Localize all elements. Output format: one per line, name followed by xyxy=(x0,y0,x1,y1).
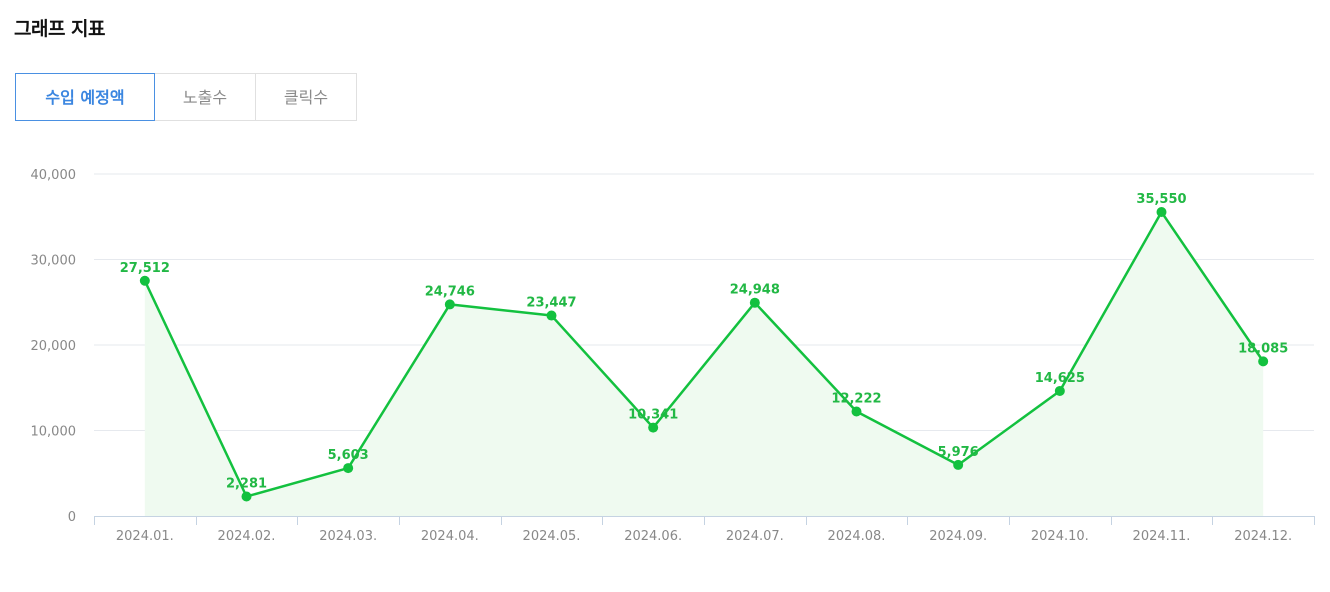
data-point[interactable] xyxy=(648,422,659,433)
data-point[interactable] xyxy=(953,459,964,470)
x-tick-label: 2024.01. xyxy=(116,529,174,544)
data-label: 12,222 xyxy=(831,392,881,407)
data-label: 2,281 xyxy=(226,476,267,491)
data-point[interactable] xyxy=(1156,207,1167,218)
x-tick-label: 2024.07. xyxy=(726,529,784,544)
y-tick-label: 20,000 xyxy=(31,339,77,354)
data-point[interactable] xyxy=(1054,385,1065,396)
x-tick-label: 2024.03. xyxy=(319,529,377,544)
x-tick-label: 2024.09. xyxy=(929,529,987,544)
x-tick-label: 2024.04. xyxy=(421,529,479,544)
y-tick-label: 10,000 xyxy=(31,425,77,440)
data-point[interactable] xyxy=(139,275,150,286)
data-label: 27,512 xyxy=(120,261,170,276)
data-label: 5,976 xyxy=(938,445,979,460)
y-tick-label: 40,000 xyxy=(31,168,77,183)
data-label: 18,085 xyxy=(1238,341,1288,356)
metric-tabs: 수입 예정액 노출수 클릭수 xyxy=(15,73,357,121)
data-label: 10,341 xyxy=(628,408,678,423)
x-tick-label: 2024.12. xyxy=(1234,529,1292,544)
x-tick-label: 2024.11. xyxy=(1133,529,1191,544)
x-axis xyxy=(94,516,1315,525)
data-point[interactable] xyxy=(546,310,557,321)
series-line-layer xyxy=(143,210,1265,498)
y-tick-label: 0 xyxy=(68,510,76,525)
series-line xyxy=(143,210,1265,498)
data-points xyxy=(139,207,1269,502)
page-title: 그래프 지표 xyxy=(14,18,106,40)
series-area xyxy=(144,212,1264,517)
tab-expected-revenue[interactable]: 수입 예정액 xyxy=(15,73,155,121)
data-label: 23,447 xyxy=(526,296,576,311)
data-label: 14,625 xyxy=(1035,371,1085,386)
data-point[interactable] xyxy=(749,297,760,308)
data-point[interactable] xyxy=(444,299,455,310)
x-tick-label: 2024.06. xyxy=(624,529,682,544)
y-axis-ticks: 0 10,000 20,000 30,000 40,000 xyxy=(31,168,77,525)
data-label: 35,550 xyxy=(1136,192,1186,207)
data-point[interactable] xyxy=(343,463,354,474)
data-labels: 27,512 2,281 5,603 24,746 23,447 10,341 24,948… xyxy=(120,192,1289,491)
data-label: 5,603 xyxy=(328,448,369,463)
tab-clicks[interactable]: 클릭수 xyxy=(255,73,357,121)
x-tick-label: 2024.05. xyxy=(523,529,581,544)
data-point[interactable] xyxy=(851,406,862,417)
data-label: 24,948 xyxy=(730,283,780,298)
x-axis-ticks: 2024.01. 2024.02. 2024.03. 2024.04. 2024.05.… xyxy=(116,529,1292,544)
data-point[interactable] xyxy=(1258,356,1269,367)
x-tick-label: 2024.10. xyxy=(1031,529,1089,544)
x-tick-label: 2024.02. xyxy=(218,529,276,544)
data-label: 24,746 xyxy=(425,284,475,299)
area-fill xyxy=(144,212,1264,517)
x-tick-label: 2024.08. xyxy=(828,529,886,544)
y-tick-label: 30,000 xyxy=(31,254,77,269)
data-point[interactable] xyxy=(241,491,252,502)
